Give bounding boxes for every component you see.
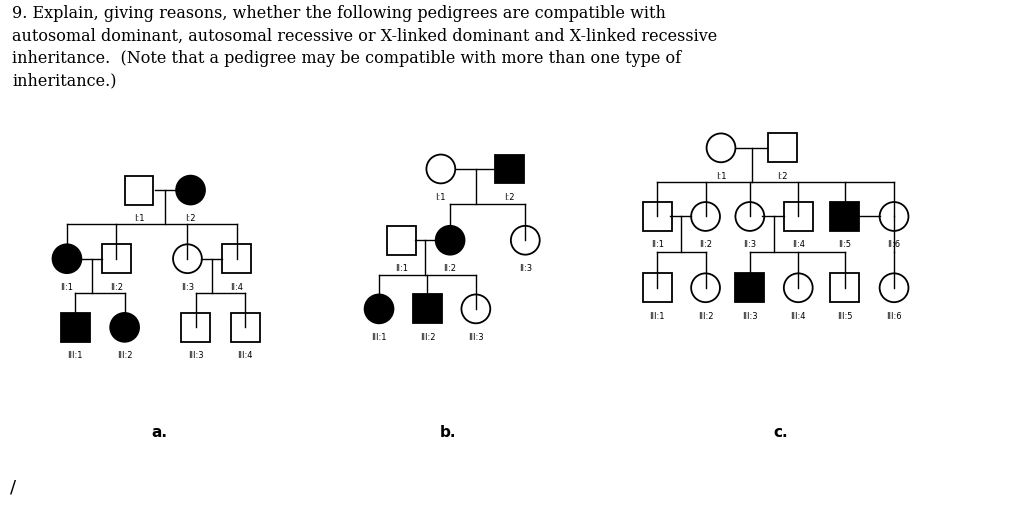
Text: b.: b. xyxy=(440,425,456,440)
Text: II:2: II:2 xyxy=(444,264,456,273)
Bar xyxy=(125,176,153,204)
Text: III:2: III:2 xyxy=(116,351,133,360)
Bar xyxy=(231,313,260,342)
Text: III:6: III:6 xyxy=(886,312,902,320)
Text: III:1: III:1 xyxy=(371,333,387,342)
Ellipse shape xyxy=(173,244,202,273)
Text: I:2: I:2 xyxy=(505,193,515,202)
Text: II:3: II:3 xyxy=(519,264,531,273)
Text: III:2: III:2 xyxy=(419,333,436,342)
Text: III:5: III:5 xyxy=(836,312,853,320)
Bar xyxy=(387,226,416,254)
Text: III:1: III:1 xyxy=(67,351,83,360)
Ellipse shape xyxy=(426,155,455,183)
Ellipse shape xyxy=(436,226,465,254)
Text: III:1: III:1 xyxy=(649,312,665,320)
Text: I:2: I:2 xyxy=(778,172,788,181)
Text: III:3: III:3 xyxy=(742,312,758,320)
Text: II:1: II:1 xyxy=(61,282,73,291)
Text: I:1: I:1 xyxy=(436,193,446,202)
Ellipse shape xyxy=(53,244,81,273)
Text: II:3: II:3 xyxy=(181,282,194,291)
Text: /: / xyxy=(10,478,16,496)
Ellipse shape xyxy=(110,313,139,342)
Ellipse shape xyxy=(365,295,393,323)
Text: II:6: II:6 xyxy=(888,240,900,249)
Bar xyxy=(643,274,672,302)
Ellipse shape xyxy=(880,274,908,302)
Text: III:3: III:3 xyxy=(187,351,204,360)
Text: II:2: II:2 xyxy=(110,282,123,291)
Text: II:3: II:3 xyxy=(744,240,756,249)
Text: I:1: I:1 xyxy=(134,214,144,223)
Ellipse shape xyxy=(707,134,735,162)
Bar xyxy=(830,202,859,231)
Text: II:4: II:4 xyxy=(231,282,243,291)
Ellipse shape xyxy=(461,295,490,323)
Text: I:2: I:2 xyxy=(185,214,196,223)
Ellipse shape xyxy=(735,202,764,231)
Ellipse shape xyxy=(691,274,720,302)
Text: II:4: II:4 xyxy=(792,240,804,249)
Text: I:1: I:1 xyxy=(716,172,726,181)
Text: 9. Explain, giving reasons, whether the following pedigrees are compatible with
: 9. Explain, giving reasons, whether the … xyxy=(12,5,718,89)
Ellipse shape xyxy=(691,202,720,231)
Bar xyxy=(735,274,764,302)
Text: II:1: II:1 xyxy=(396,264,408,273)
Text: II:2: II:2 xyxy=(699,240,712,249)
Bar xyxy=(830,274,859,302)
Text: III:4: III:4 xyxy=(237,351,253,360)
Text: a.: a. xyxy=(151,425,168,440)
Ellipse shape xyxy=(880,202,908,231)
Text: III:2: III:2 xyxy=(697,312,714,320)
Ellipse shape xyxy=(784,274,813,302)
Text: c.: c. xyxy=(774,425,788,440)
Bar xyxy=(61,313,90,342)
Text: II:1: II:1 xyxy=(651,240,663,249)
Text: III:3: III:3 xyxy=(468,333,484,342)
Ellipse shape xyxy=(176,176,205,204)
Bar xyxy=(222,244,251,273)
Bar xyxy=(784,202,813,231)
Bar xyxy=(413,295,442,323)
Bar xyxy=(495,155,524,183)
Text: III:4: III:4 xyxy=(790,312,806,320)
Bar xyxy=(181,313,210,342)
Bar xyxy=(643,202,672,231)
Text: II:5: II:5 xyxy=(838,240,851,249)
Ellipse shape xyxy=(511,226,540,254)
Bar xyxy=(768,134,797,162)
Bar xyxy=(102,244,131,273)
